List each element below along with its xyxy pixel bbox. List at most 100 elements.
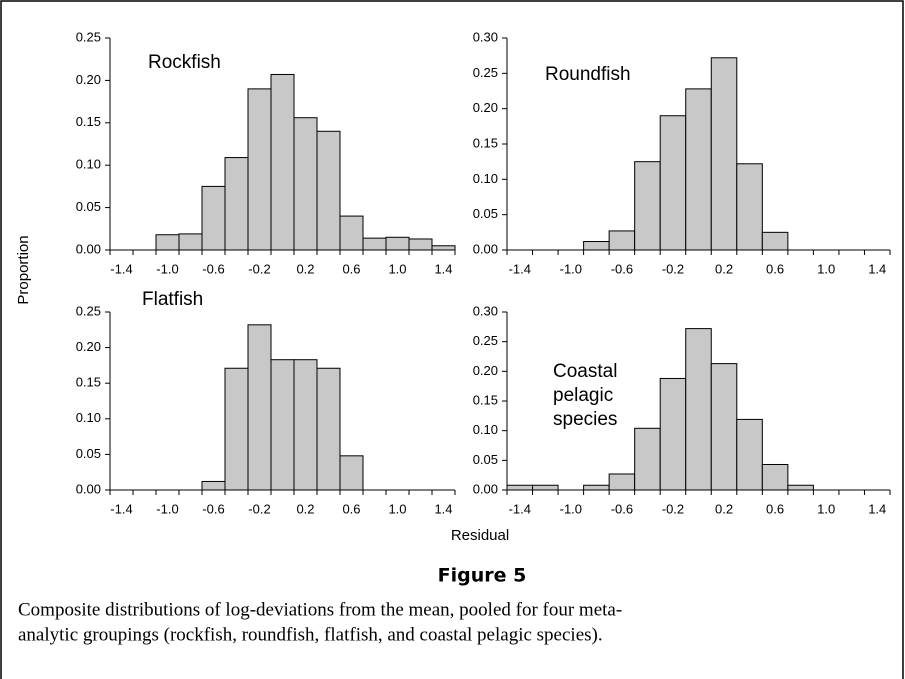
caption-line: analytic groupings (rockfish, roundfish,… [18,624,603,645]
y-tick-label: 0.10 [76,410,101,425]
bar [761,231,789,251]
bar [659,115,687,251]
x-tick-label: 1.4 [434,501,452,516]
y-tick-label: 0.25 [473,333,498,348]
panel-label: pelagic [553,385,613,406]
x-axis-label: Residual [451,527,509,544]
panel-label: Roundfish [545,64,631,85]
x-tick-label: 0.6 [766,501,784,516]
bar [201,185,226,251]
x-tick-label: -0.6 [611,261,633,276]
bar [685,88,712,251]
panel-label: Flatfish [142,289,203,310]
bar [710,363,738,491]
bar [685,328,712,491]
bar [339,215,364,251]
y-tick-label: 0.15 [76,114,101,129]
bar [506,484,534,491]
y-tick-label: 0.20 [76,339,101,354]
y-tick-label: 0.30 [473,303,498,318]
bar [155,234,180,251]
figure-title: Figure 5 [438,565,527,587]
y-tick-label: 0.05 [473,206,498,221]
x-tick-label: 0.6 [342,261,360,276]
y-tick-label: 0.25 [76,29,101,44]
x-tick-label: -0.2 [662,501,684,516]
y-tick-label: 0.20 [473,100,498,115]
panel-label: Rockfish [148,52,221,73]
caption-line: Composite distributions of log-deviation… [18,599,622,620]
x-tick-label: 0.6 [766,261,784,276]
y-tick-label: 0.20 [76,72,101,87]
y-tick-label: 0.30 [473,29,498,44]
bar [362,237,387,251]
y-tick-label: 0.05 [76,199,101,214]
bar [247,88,272,251]
bar [316,130,341,251]
x-tick-label: -0.2 [248,501,270,516]
bar [270,359,295,491]
y-tick-label: 0.15 [76,375,101,390]
bar [532,484,559,491]
x-tick-label: 0.2 [715,501,733,516]
y-tick-label: 0.25 [76,303,101,318]
x-tick-label: -1.4 [110,261,132,276]
y-tick-label: 0.00 [473,241,498,256]
y-tick-label: 0.10 [76,157,101,172]
y-tick-label: 0.10 [473,171,498,186]
bar [736,163,763,251]
panel-label: Coastal [553,361,617,382]
y-tick-label: 0.15 [473,392,498,407]
x-tick-label: 0.2 [715,261,733,276]
bar [608,230,636,251]
x-tick-label: -1.4 [509,261,531,276]
bar [293,359,318,491]
x-tick-label: -1.0 [560,501,582,516]
bar [710,57,738,251]
panel-label: species [553,409,617,430]
y-tick-label: 0.20 [473,363,498,378]
y-tick-label: 0.00 [76,481,101,496]
bar [583,484,610,491]
bar [736,418,763,491]
y-tick-label: 0.00 [76,241,101,256]
bar [659,377,687,491]
x-tick-label: 1.4 [868,501,886,516]
x-tick-label: -1.4 [509,501,531,516]
x-tick-label: 0.6 [342,501,360,516]
bar [178,233,203,251]
bar [385,236,410,251]
x-tick-label: -0.2 [662,261,684,276]
x-tick-label: 1.0 [388,501,406,516]
bar [293,117,318,251]
x-tick-label: -0.6 [202,261,224,276]
bar [583,241,610,251]
x-tick-label: -0.6 [202,501,224,516]
y-tick-label: 0.05 [473,452,498,467]
y-axis-label: Proportion [15,235,32,304]
y-tick-label: 0.00 [473,481,498,496]
bar [608,473,636,491]
bar [634,161,661,251]
y-tick-label: 0.25 [473,65,498,80]
bar [634,427,661,491]
y-tick-label: 0.15 [473,135,498,150]
x-tick-label: 1.0 [388,261,406,276]
bar [201,480,226,491]
x-tick-label: 1.4 [868,261,886,276]
x-tick-label: -1.0 [156,501,178,516]
bar [761,463,789,491]
bar [339,455,364,491]
y-tick-label: 0.10 [473,422,498,437]
x-tick-label: -1.4 [110,501,132,516]
bar [224,367,249,491]
x-tick-label: -1.0 [560,261,582,276]
x-tick-label: -0.6 [611,501,633,516]
x-tick-label: 1.0 [817,261,835,276]
bar [316,367,341,491]
x-tick-label: 1.4 [434,261,452,276]
x-tick-label: 0.2 [296,261,314,276]
x-tick-label: 0.2 [296,501,314,516]
bar [431,245,456,251]
